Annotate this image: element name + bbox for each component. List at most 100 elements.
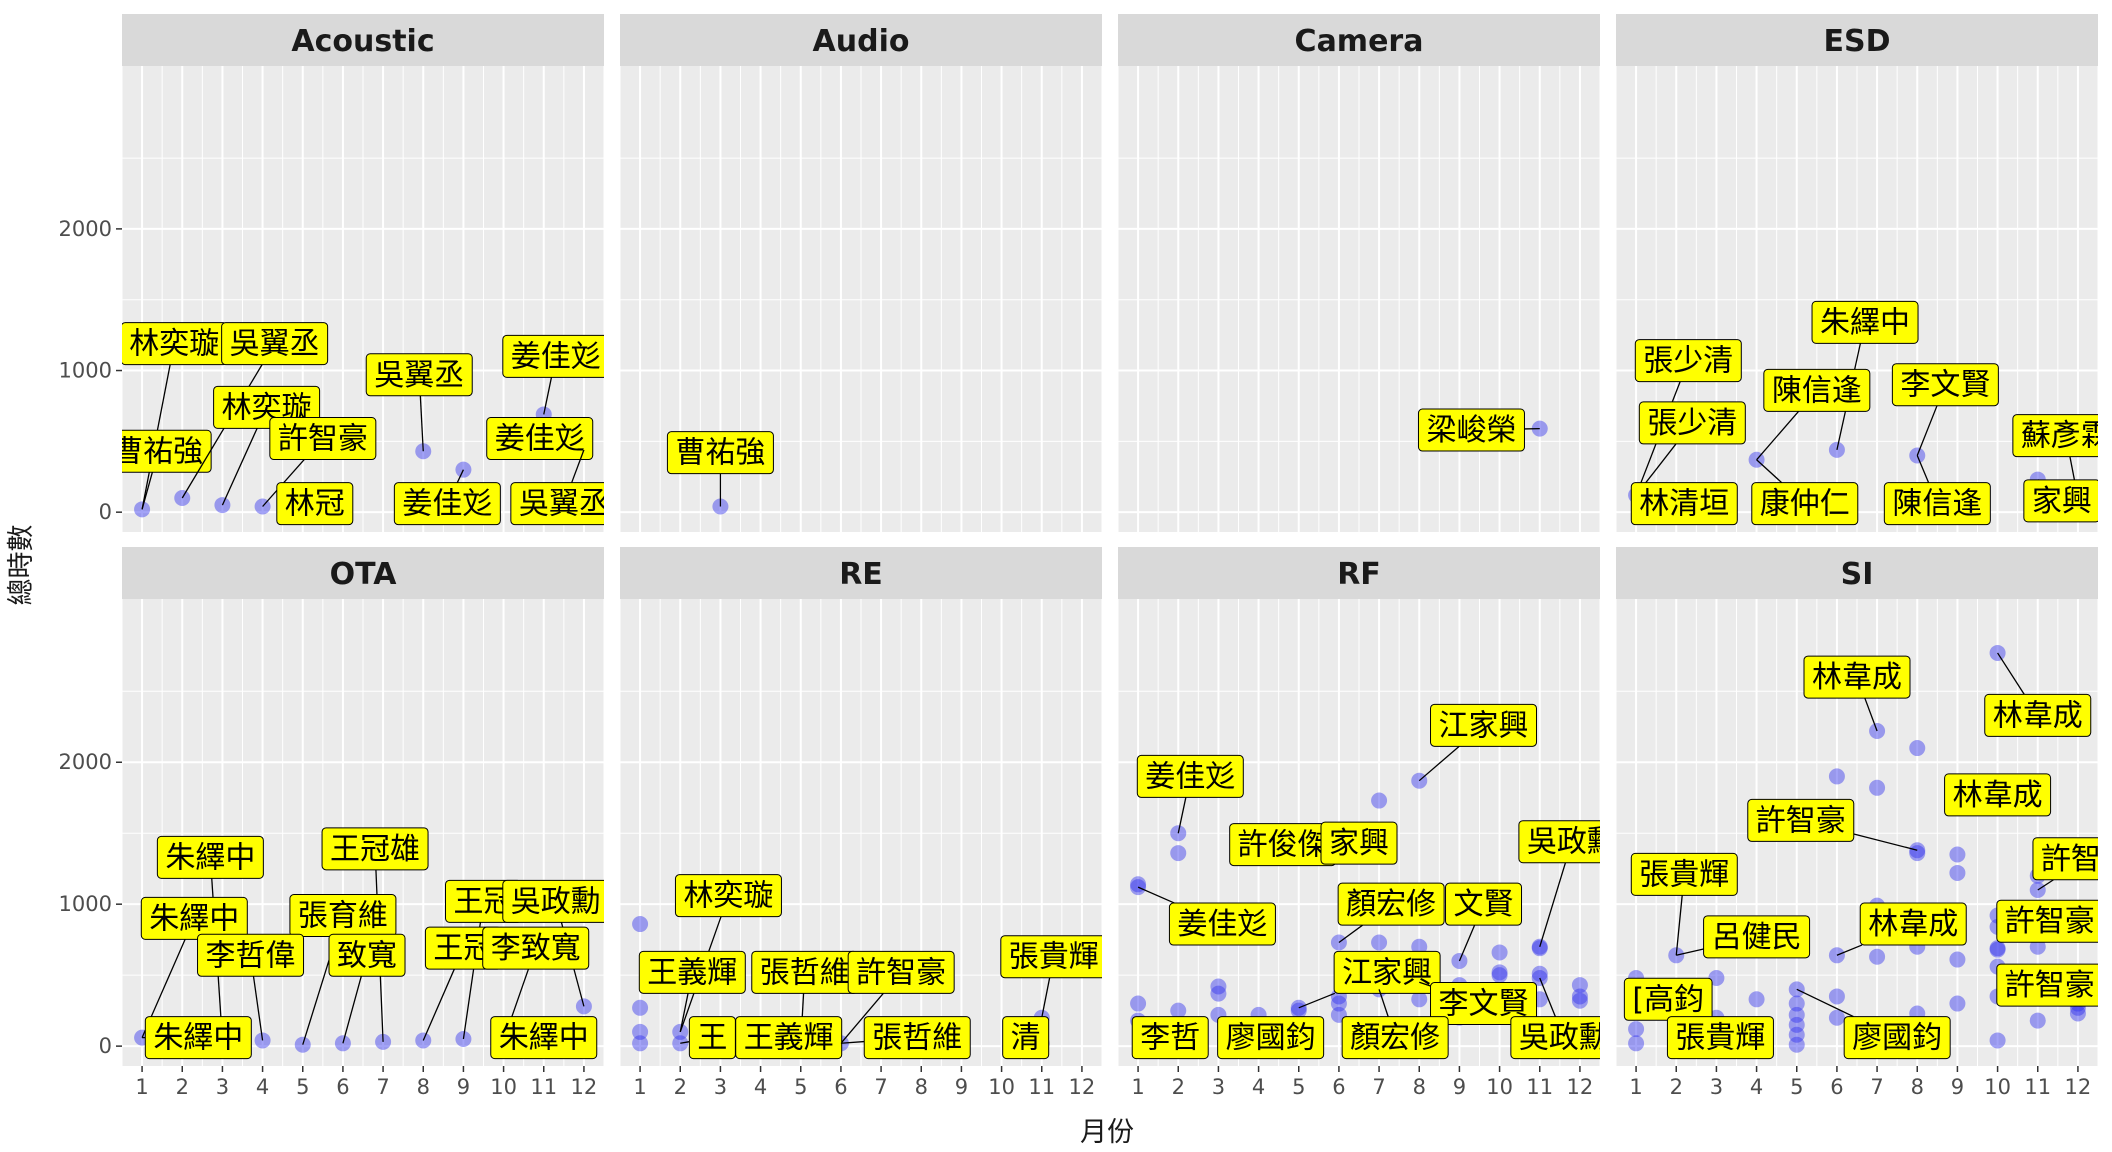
data-point: [1571, 992, 1588, 1009]
label-text: 梁峻榮: [1426, 413, 1516, 448]
facet-strip-label: RF: [1337, 557, 1381, 592]
facet-strip: [620, 547, 1102, 599]
label-segment: [1916, 405, 1938, 456]
x-tick-label: 3: [714, 1075, 727, 1099]
x-tick-label: 5: [1292, 1075, 1305, 1099]
label-text: 許智豪: [2005, 904, 2095, 939]
label-text: 林奕璇: [129, 327, 219, 362]
label-text: [高鈞: [1632, 982, 1704, 1017]
label-box: [1136, 754, 1244, 798]
label-box: [365, 353, 473, 397]
label-box: [276, 482, 354, 526]
x-tick-label: 1: [1629, 1075, 1642, 1099]
x-tick-label: 2: [176, 1075, 189, 1099]
label-box: [638, 950, 746, 994]
data-point: [1571, 977, 1588, 994]
label-text: 許智豪: [1756, 803, 1846, 838]
label-text: 王: [697, 1021, 727, 1056]
label-box: [674, 874, 782, 918]
data-point: [1788, 1006, 1805, 1023]
x-tick-label: 6: [336, 1075, 349, 1099]
data-point: [1989, 1032, 2006, 1049]
x-tick-label: 9: [1453, 1075, 1466, 1099]
data-point: [1788, 1036, 1805, 1053]
label-box: [666, 431, 774, 475]
label-segment: [1756, 410, 1800, 461]
label-box: [1703, 915, 1811, 959]
label-text: 廖國鈞: [1852, 1021, 1942, 1056]
label-box: [1518, 820, 1600, 864]
data-point: [1788, 995, 1805, 1012]
label-segment: [1676, 948, 1704, 956]
label-segment: [456, 469, 465, 483]
x-tick-label: 9: [457, 1075, 470, 1099]
label-box: [321, 827, 429, 871]
facet-strip-label: RE: [839, 557, 883, 592]
data-point: [1531, 965, 1548, 982]
label-text: 許俊傑: [1238, 828, 1328, 863]
x-tick-label: 1: [135, 1075, 148, 1099]
label-box: [1751, 482, 1859, 526]
label-box: [328, 933, 406, 977]
label-segment: [1458, 924, 1476, 962]
x-tick-label: 1: [1131, 1075, 1144, 1099]
label-text: 康仲仁: [1760, 487, 1850, 522]
label-segment: [221, 428, 258, 506]
data-point: [1788, 1026, 1805, 1043]
label-text: 吳政勳: [1519, 1021, 1609, 1056]
label-box: [1763, 368, 1871, 412]
label-segment: [2037, 879, 2054, 891]
label-box: [1341, 1016, 1449, 1060]
x-tick-label: 4: [1252, 1075, 1265, 1099]
label-box: [1883, 482, 1991, 526]
label-text: 姜佳彣: [1177, 907, 1267, 942]
x-tick-label: 9: [955, 1075, 968, 1099]
data-point: [1628, 1021, 1645, 1038]
label-text: 張貴輝: [1675, 1021, 1765, 1056]
label-segment: [1419, 981, 1431, 987]
label-box: [1996, 963, 2098, 1007]
facet-panels: Acoustic010002000林奕璇曹祐強吳翼丞林奕璇許智豪吳翼丞姜佳彣姜佳…: [59, 14, 2099, 1099]
label-text: 林韋成: [1812, 660, 1902, 695]
label-text: 姜佳彣: [495, 422, 585, 457]
label-text: 林韋成: [1993, 698, 2083, 733]
label-segment: [1539, 977, 1556, 1017]
data-point: [1828, 1009, 1845, 1026]
label-box: [1131, 1016, 1209, 1060]
labels-layer: 曹祐強: [666, 431, 774, 507]
x-tick-label: 2: [1172, 1075, 1185, 1099]
facet-panel-5: RE1 2 3 4 5 6 7 8 9 10 11 12林奕璇王義輝 張哲維 許智豪 張貴輝王 王義輝 張哲維清: [619, 547, 1103, 1099]
x-tick-label: 7: [1870, 1075, 1883, 1099]
label-box: [2032, 837, 2098, 881]
data-point: [632, 1023, 649, 1040]
x-tick-label: 4: [1750, 1075, 1763, 1099]
label-box: [1430, 982, 1538, 1026]
label-box: [144, 1016, 252, 1060]
label-text: 張哲維: [872, 1021, 962, 1056]
data-point: [1371, 792, 1388, 809]
label-text: 林韋成: [1868, 907, 1958, 942]
facet-strip: [1616, 14, 2098, 66]
label-segment: [1997, 652, 2025, 695]
label-box: [1430, 703, 1538, 747]
x-tick-label: 8: [915, 1075, 928, 1099]
label-text: 王義輝: [744, 1021, 834, 1056]
label-text: 姜佳彣: [511, 339, 601, 374]
facet-strip: [122, 547, 604, 599]
label-text: 張哲維: [760, 955, 850, 990]
label-box: [1891, 363, 1999, 407]
facet-panel-1: Audio 曹祐強: [619, 14, 1103, 532]
data-point: [1210, 978, 1227, 995]
points-layer: [1130, 772, 1588, 1029]
facet-strip-label: Camera: [1295, 24, 1424, 59]
label-box: [490, 1016, 598, 1060]
data-point: [1531, 940, 1548, 957]
data-point: [632, 999, 649, 1016]
label-text: 許智豪: [856, 955, 946, 990]
label-text: 張少清: [1643, 344, 1733, 379]
data-point: [1788, 1016, 1805, 1033]
